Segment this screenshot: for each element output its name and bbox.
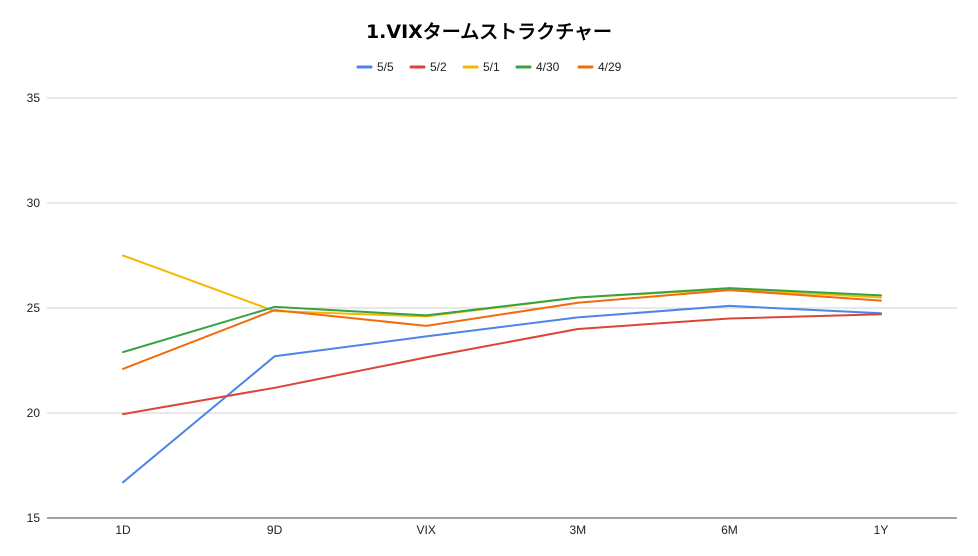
legend-label: 4/30 — [536, 60, 560, 74]
x-tick-label: VIX — [417, 523, 436, 537]
y-tick-label: 35 — [27, 91, 41, 105]
y-tick-label: 20 — [27, 406, 41, 420]
y-axis-ticks: 15 20 25 30 35 — [27, 91, 41, 525]
y-tick-label: 30 — [27, 196, 41, 210]
x-axis-ticks: 1D 9D VIX 3M 6M 1Y — [115, 523, 888, 537]
legend-label: 5/1 — [483, 60, 500, 74]
series-line-4-30 — [122, 287, 882, 354]
series-line-5-2 — [122, 313, 882, 416]
series-line-5-5 — [122, 304, 882, 484]
y-tick-label: 25 — [27, 301, 41, 315]
legend-label: 4/29 — [598, 60, 622, 74]
y-tick-label: 15 — [27, 511, 41, 525]
series-line-4-29 — [122, 289, 882, 370]
gridlines — [47, 97, 957, 414]
x-tick-label: 1D — [115, 523, 131, 537]
chart-title: 1.VIXタームストラクチャー — [366, 21, 612, 43]
x-tick-label: 6M — [721, 523, 738, 537]
legend: 5/5 5/2 5/1 4/30 4/29 — [356, 60, 622, 74]
x-tick-label: 9D — [267, 523, 283, 537]
x-tick-label: 3M — [569, 523, 586, 537]
legend-label: 5/5 — [377, 60, 394, 74]
legend-label: 5/2 — [430, 60, 447, 74]
x-tick-label: 1Y — [874, 523, 889, 537]
series-lines — [122, 254, 882, 484]
